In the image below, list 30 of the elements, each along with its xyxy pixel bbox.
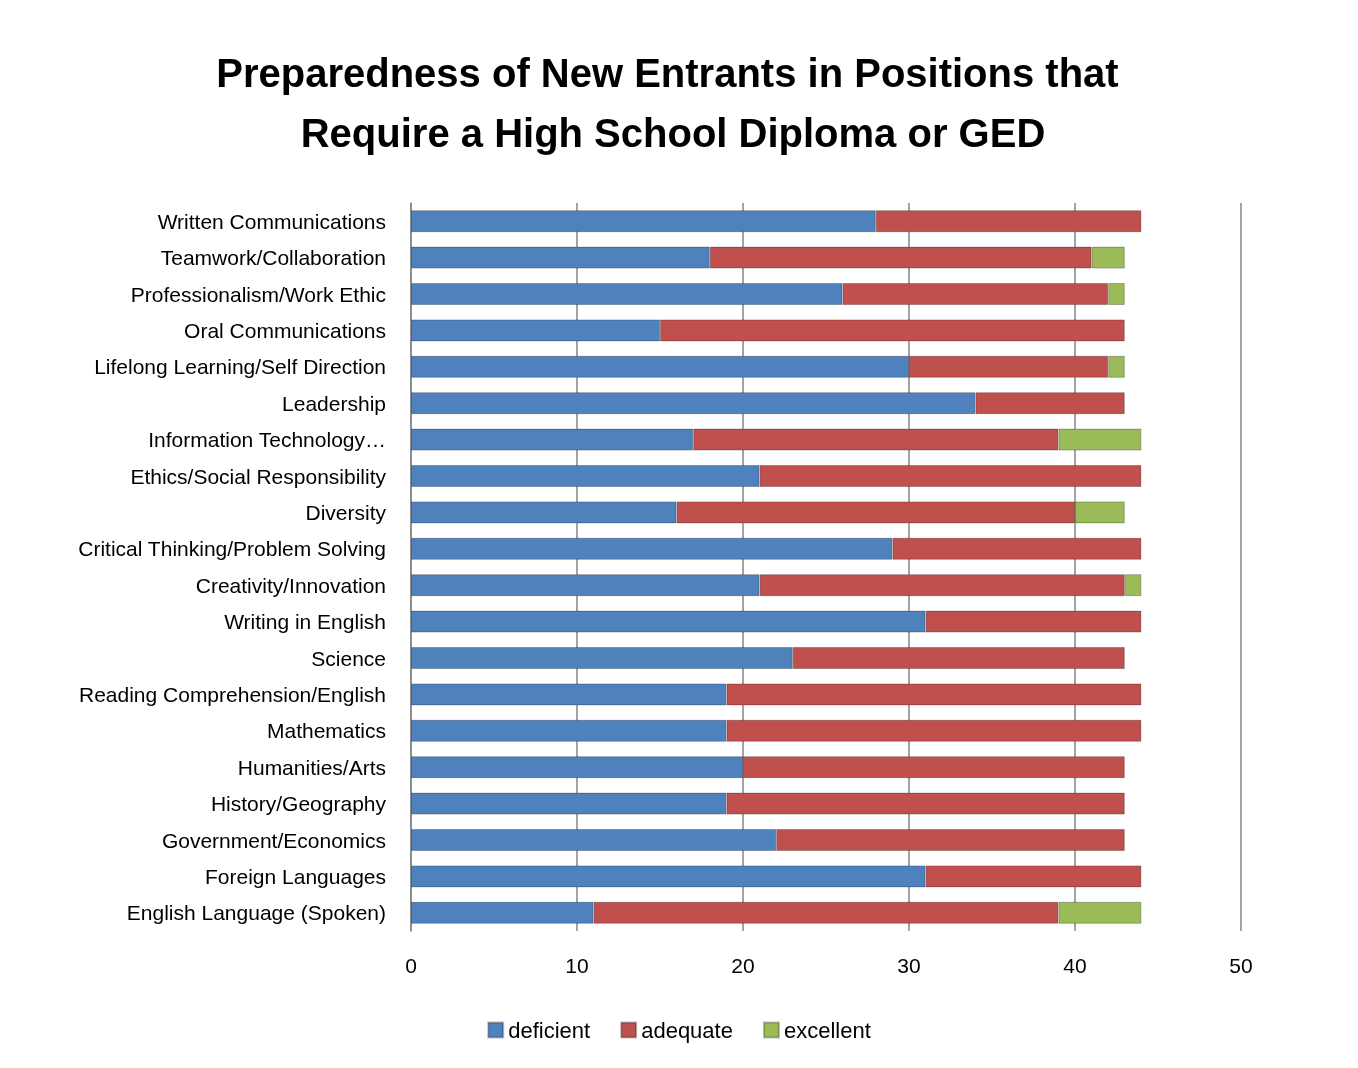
- y-tick-label: Leadership: [282, 391, 386, 415]
- y-tick-label: History/Geography: [210, 792, 387, 816]
- y-tick-label: Teamwork/Collaboration: [160, 246, 386, 270]
- y-tick-label: Writing in English: [224, 610, 386, 634]
- x-tick-label: 40: [1063, 954, 1087, 977]
- y-tick-label: Science: [311, 646, 386, 670]
- y-tick-label: Lifelong Learning/Self Direction: [94, 355, 386, 379]
- y-tick-label: Diversity: [305, 500, 387, 524]
- x-tick-label: 20: [731, 954, 755, 977]
- y-tick-label: Foreign Languages: [205, 864, 386, 888]
- y-tick-label: Humanities/Arts: [237, 755, 386, 779]
- y-tick-label: Professionalism/Work Ethic: [130, 282, 386, 306]
- x-tick-label: 50: [1229, 954, 1253, 977]
- y-tick-label: Oral Communications: [184, 318, 386, 342]
- x-tick-label: 10: [565, 954, 589, 977]
- legend-label: deficient: [508, 1017, 591, 1043]
- legend-label: adequate: [641, 1017, 733, 1043]
- y-tick-label: Creativity/Innovation: [195, 573, 386, 597]
- x-tick-label: 0: [405, 954, 417, 977]
- legend-label: excellent: [783, 1017, 871, 1043]
- x-tick-label: 30: [897, 954, 921, 977]
- y-tick-label: Government/Economics: [161, 828, 386, 852]
- y-tick-label: Ethics/Social Responsibility: [130, 464, 387, 488]
- y-tick-label: English Language (Spoken): [126, 901, 386, 925]
- y-tick-label: Written Communications: [157, 209, 386, 233]
- y-tick-label: Reading Comprehension/English: [78, 682, 386, 706]
- y-tick-label: Mathematics: [266, 719, 386, 743]
- y-tick-label: Critical Thinking/Problem Solving: [78, 537, 386, 561]
- y-tick-label: Information Technology…: [148, 428, 386, 452]
- chart-title: Preparedness of New Entrants in Positions that Require a High School Diploma or GED: [216, 51, 1130, 155]
